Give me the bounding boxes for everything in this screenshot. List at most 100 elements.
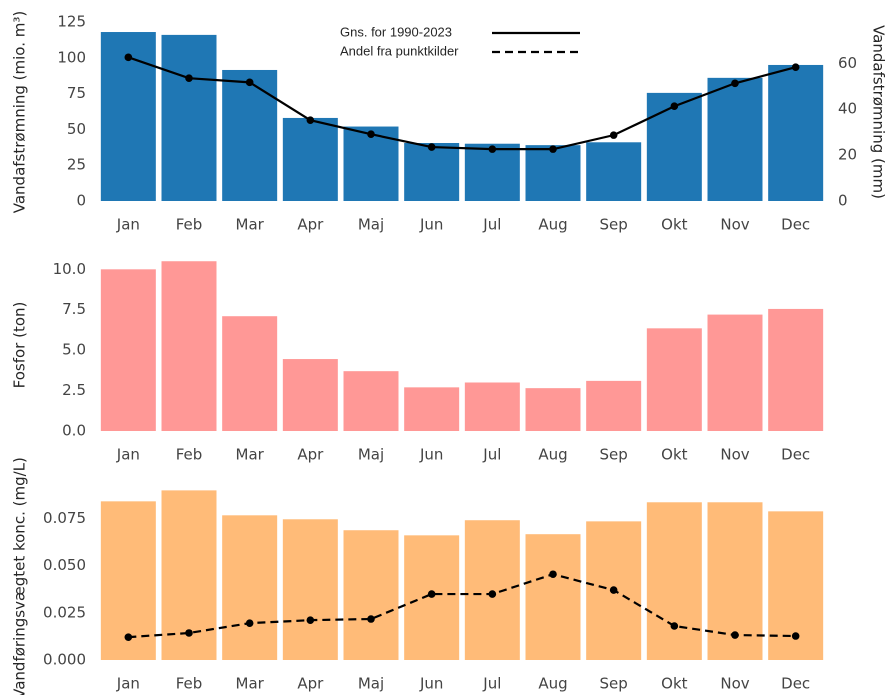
line-marker <box>670 102 679 111</box>
x-tick-label: Feb <box>176 216 203 234</box>
y2-tick-label: 60 <box>838 54 857 72</box>
y-tick-label: 0.000 <box>43 651 86 669</box>
y-axis-label: Vandafstrømning (mio. m³) <box>11 11 29 213</box>
y-axis-label: Fosfor (ton) <box>11 302 29 389</box>
bar <box>707 314 763 431</box>
line-marker <box>427 590 436 598</box>
y-tick-label: 10.0 <box>53 260 86 278</box>
x-tick-label: Okt <box>661 216 687 234</box>
y-tick-label: 50 <box>67 120 86 138</box>
x-tick-label: Jul <box>482 446 501 464</box>
y-tick-label: 0.050 <box>43 556 86 574</box>
bar <box>404 143 460 201</box>
line-marker <box>731 631 739 639</box>
line-marker <box>670 622 679 630</box>
y-tick-label: 0 <box>76 192 86 210</box>
y-tick-label: 25 <box>67 156 86 174</box>
bar <box>100 269 156 431</box>
x-tick-label: Jul <box>482 675 501 693</box>
line-marker <box>791 632 800 640</box>
x-tick-label: Nov <box>720 675 749 693</box>
x-tick-label: Jan <box>116 216 140 234</box>
line-marker <box>549 570 557 579</box>
bar <box>343 371 399 431</box>
bar <box>464 382 520 431</box>
bar <box>525 534 581 660</box>
line-marker <box>185 74 193 83</box>
bar <box>707 77 763 201</box>
y-tick-label: 0.025 <box>43 603 86 621</box>
y-tick-label: 75 <box>67 84 86 102</box>
x-tick-label: Mar <box>236 675 265 693</box>
y-tick-label: 125 <box>57 13 86 31</box>
bar <box>586 142 642 201</box>
x-tick-label: Dec <box>781 446 810 464</box>
y2-tick-label: 40 <box>838 100 857 118</box>
x-tick-label: Jun <box>419 675 443 693</box>
x-tick-label: Sep <box>600 446 628 464</box>
x-tick-label: Sep <box>600 675 628 693</box>
x-tick-label: Aug <box>538 216 567 234</box>
line-marker <box>306 116 315 125</box>
bar <box>525 388 581 431</box>
line-marker <box>427 143 436 151</box>
x-tick-label: Jan <box>116 446 140 464</box>
line-marker <box>549 145 557 153</box>
bar <box>222 515 278 660</box>
x-tick-label: Jun <box>419 446 443 464</box>
line-marker <box>609 131 618 139</box>
line-marker <box>367 615 375 623</box>
x-tick-label: Nov <box>720 216 749 234</box>
line <box>127 56 796 151</box>
line <box>128 573 796 639</box>
x-tick-label: Jul <box>482 216 501 234</box>
bar <box>404 387 460 431</box>
bar <box>161 34 217 201</box>
bar <box>282 519 338 660</box>
x-tick-label: Feb <box>176 675 203 693</box>
y-tick-label: 0.075 <box>43 509 86 527</box>
y2-tick-label: 20 <box>838 146 857 164</box>
bar <box>343 530 399 660</box>
y-axis-label: Vandføringsvægtet konc. (mg/L) <box>11 457 29 695</box>
bar <box>464 520 520 660</box>
x-tick-label: Okt <box>661 446 687 464</box>
bar <box>464 143 520 201</box>
y-tick-label: 7.5 <box>62 300 86 318</box>
y2-tick-label: 0 <box>838 192 848 210</box>
line-marker <box>731 79 739 88</box>
bar <box>222 316 278 431</box>
x-tick-label: Dec <box>781 216 810 234</box>
x-tick-label: Apr <box>297 675 324 693</box>
y-tick-label: 0.0 <box>62 422 86 440</box>
x-tick-label: Mar <box>236 216 265 234</box>
bar <box>768 64 824 202</box>
line-marker <box>185 629 193 637</box>
x-tick-label: Aug <box>538 675 567 693</box>
bar <box>161 261 217 431</box>
x-tick-label: Maj <box>358 675 384 693</box>
x-tick-label: Apr <box>297 216 324 234</box>
bar <box>222 69 278 201</box>
line-marker <box>609 586 618 594</box>
x-tick-label: Maj <box>358 446 384 464</box>
bar <box>586 380 642 431</box>
line-marker <box>245 78 254 87</box>
bar <box>282 117 338 201</box>
line-marker <box>791 63 800 72</box>
x-tick-label: Okt <box>661 675 687 693</box>
y2-axis-label: Vandafstrømning (mm) <box>870 25 888 199</box>
x-tick-label: Nov <box>720 446 749 464</box>
line-marker <box>245 619 254 627</box>
line-marker <box>488 590 497 598</box>
x-tick-label: Dec <box>781 675 810 693</box>
bar <box>768 308 824 431</box>
bar <box>646 328 702 431</box>
bar <box>282 359 338 431</box>
bar <box>525 145 581 201</box>
line-marker <box>488 145 497 153</box>
x-tick-label: Feb <box>176 446 203 464</box>
line-marker <box>124 633 133 641</box>
x-tick-label: Aug <box>538 446 567 464</box>
